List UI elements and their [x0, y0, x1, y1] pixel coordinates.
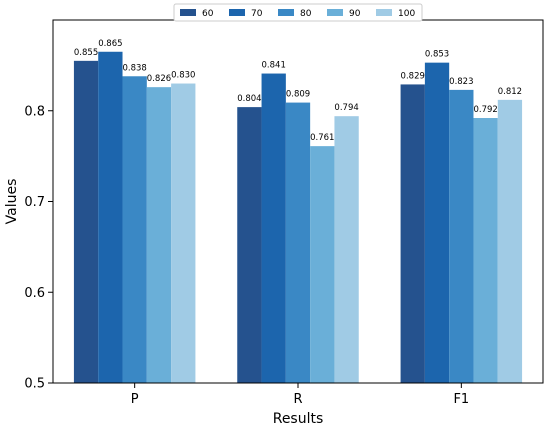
- bars-layer: [73, 51, 523, 384]
- bar-F1-70: [424, 62, 450, 384]
- y-tick-label: 0.6: [24, 286, 45, 301]
- bar-F1-60: [400, 84, 425, 384]
- legend-label-100: 100: [398, 9, 415, 19]
- bar-R-60: [237, 107, 262, 384]
- legend-label-60: 60: [202, 9, 214, 19]
- bar-R-100: [334, 116, 359, 383]
- y-tick-label: 0.8: [24, 104, 45, 119]
- data-label-F1-60: 0.829: [401, 71, 425, 81]
- bar-R-80: [285, 102, 311, 383]
- bar-R-90: [310, 146, 335, 383]
- x-tick-label: P: [131, 392, 139, 407]
- x-axis-ticks: P R F1: [131, 383, 469, 407]
- data-label-P-90: 0.826: [147, 74, 171, 84]
- data-label-R-100: 0.794: [334, 103, 358, 113]
- legend-frame: [173, 3, 423, 22]
- bar-P-100: [171, 83, 196, 383]
- data-label-R-60: 0.804: [237, 94, 261, 104]
- x-tick-label: R: [293, 392, 302, 407]
- data-label-F1-70: 0.853: [425, 50, 449, 60]
- data-label-F1-100: 0.812: [498, 87, 522, 97]
- bar-R-70: [261, 73, 286, 383]
- data-label-P-60: 0.855: [74, 48, 98, 58]
- y-axis-ticks: 0.5 0.6 0.7 0.8: [24, 104, 53, 392]
- data-label-P-80: 0.838: [122, 63, 146, 73]
- data-label-R-70: 0.841: [262, 61, 286, 71]
- y-axis-label: Values: [4, 179, 20, 225]
- legend-swatch-70: [229, 9, 245, 16]
- legend: 60 70 80 90 100: [173, 3, 423, 22]
- legend-label-80: 80: [300, 9, 312, 19]
- bar-P-60: [73, 60, 99, 384]
- bar-F1-100: [497, 99, 523, 384]
- x-axis-label: Results: [273, 411, 324, 427]
- data-label-P-100: 0.830: [171, 71, 195, 81]
- data-label-F1-80: 0.823: [449, 77, 473, 87]
- bar-P-70: [98, 51, 123, 383]
- data-label-R-90: 0.761: [310, 133, 334, 143]
- legend-label-70: 70: [251, 9, 263, 19]
- legend-swatch-90: [327, 9, 343, 16]
- y-tick-label: 0.7: [24, 195, 45, 210]
- data-label-F1-90: 0.792: [473, 105, 497, 115]
- bar-F1-90: [473, 118, 498, 383]
- legend-label-90: 90: [349, 9, 361, 19]
- bar-P-90: [146, 87, 172, 383]
- legend-swatch-60: [180, 9, 196, 16]
- data-label-P-70: 0.865: [98, 39, 122, 49]
- legend-swatch-80: [278, 9, 294, 16]
- x-tick-label: F1: [453, 392, 469, 407]
- legend-swatch-100: [376, 9, 392, 16]
- y-tick-label: 0.5: [24, 377, 45, 392]
- data-label-R-80: 0.809: [286, 90, 310, 100]
- bar-F1-80: [449, 89, 474, 383]
- bar-P-80: [122, 76, 147, 384]
